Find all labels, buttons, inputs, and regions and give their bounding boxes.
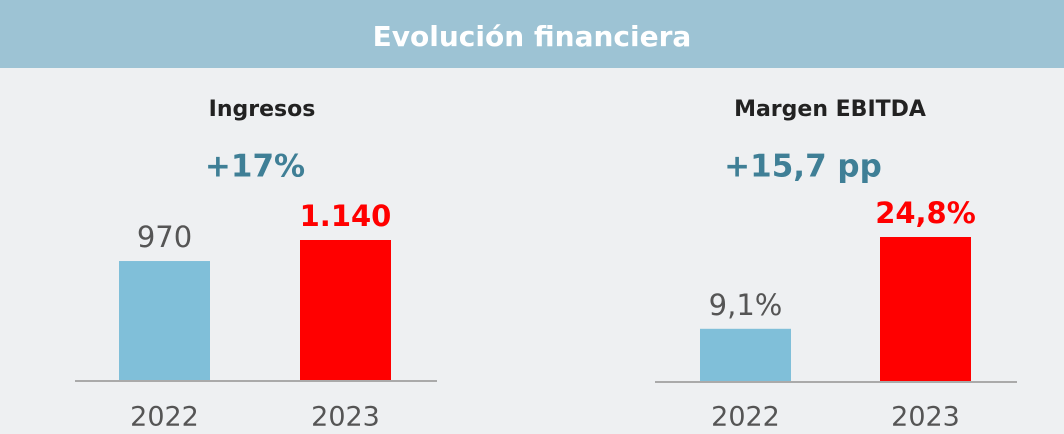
- bar: [119, 261, 210, 381]
- annotation: +17%: [205, 149, 305, 185]
- value-label: 9,1%: [709, 288, 783, 322]
- header-band: [0, 0, 1064, 68]
- value-label: 1.140: [300, 199, 392, 233]
- x-tick-label: 2022: [130, 402, 199, 433]
- x-tick-label: 2023: [311, 402, 380, 433]
- chart-title: Margen EBITDA: [734, 97, 926, 122]
- value-label: 24,8%: [875, 196, 976, 230]
- x-tick-label: 2022: [711, 402, 780, 433]
- header-title: Evolución financiera: [373, 20, 692, 53]
- annotation: +15,7 pp: [724, 149, 882, 185]
- bar: [300, 240, 391, 381]
- x-tick-label: 2023: [891, 402, 960, 433]
- value-label: 970: [137, 220, 192, 254]
- bar: [700, 328, 791, 382]
- bar: [880, 237, 971, 382]
- chart-title: Ingresos: [209, 97, 316, 122]
